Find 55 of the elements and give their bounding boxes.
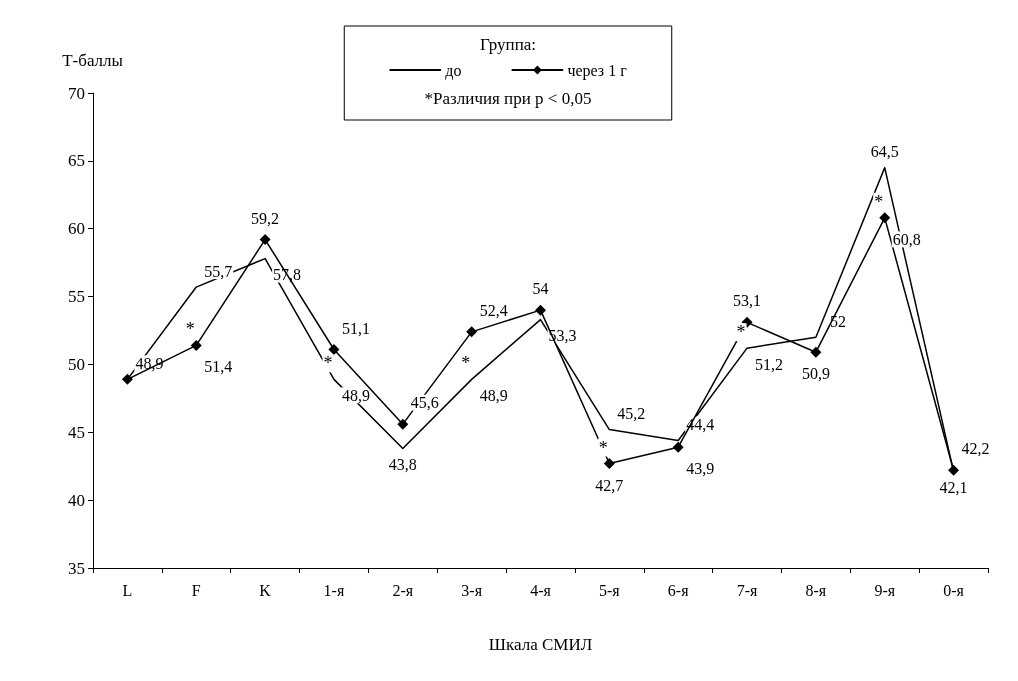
x-tick-label: 5-я (599, 581, 621, 599)
legend-title: Группа: (480, 35, 536, 54)
data-label: 51,4 (204, 358, 233, 376)
x-tick-label: 1-я (323, 581, 345, 599)
x-tick-label: 8-я (805, 581, 827, 599)
x-tick-label: 6-я (667, 581, 690, 599)
data-label: 48,9 (479, 386, 508, 404)
data-label: 52,4 (479, 301, 508, 319)
annotation: *Различия при p < 0,05 (424, 89, 592, 108)
annotation: * (736, 322, 746, 343)
data-label: 53,1 (733, 292, 762, 310)
data-label: 43,9 (686, 460, 715, 478)
x-tick-label: K (259, 581, 272, 599)
data-label: 54 (532, 280, 549, 298)
data-label: 42,1 (939, 479, 968, 497)
y-axis-title: Т-баллы (62, 51, 124, 70)
y-tick-label: 40 (68, 490, 85, 510)
data-label: 50,9 (801, 365, 830, 383)
data-label: 55,7 (204, 262, 233, 280)
x-tick-label: F (191, 581, 201, 599)
annotation: * (461, 353, 471, 374)
annotation: * (874, 191, 884, 212)
x-tick-label: 3-я (461, 581, 483, 599)
annotation: * (185, 319, 195, 340)
y-tick-label: 65 (68, 151, 85, 171)
y-tick-label: 45 (68, 422, 85, 442)
y-tick-label: 35 (68, 558, 85, 578)
x-tick-label: 9-я (874, 581, 896, 599)
legend-label: до (445, 61, 462, 80)
data-label: 51,2 (755, 355, 784, 373)
x-axis-title: Шкала СМИЛ (488, 635, 593, 654)
x-tick-label: 2-я (392, 581, 414, 599)
data-label: 42,7 (595, 476, 624, 494)
data-label: 43,8 (388, 456, 417, 474)
data-label: 51,1 (341, 319, 370, 337)
x-tick-label: 4-я (530, 581, 552, 599)
x-tick-label: L (122, 581, 133, 599)
data-label: 60,8 (892, 230, 921, 248)
y-tick-label: 70 (68, 83, 85, 103)
data-label: 42,2 (961, 440, 990, 458)
data-label: 52 (829, 312, 846, 330)
data-label: 48,9 (341, 386, 370, 404)
data-label: 45,6 (410, 394, 439, 412)
y-tick-label: 50 (68, 354, 85, 374)
legend-label: через 1 г (567, 61, 628, 80)
data-label: 59,2 (251, 209, 280, 227)
annotation: * (323, 353, 333, 374)
data-label: 64,5 (870, 143, 899, 161)
annotation: * (598, 437, 608, 458)
x-tick-label: 7-я (736, 581, 759, 599)
y-tick-label: 60 (68, 219, 85, 239)
data-label: 48,9 (135, 354, 164, 372)
x-tick-label: 0-я (943, 581, 965, 599)
y-tick-label: 55 (68, 287, 85, 307)
data-label: 45,2 (617, 405, 646, 423)
